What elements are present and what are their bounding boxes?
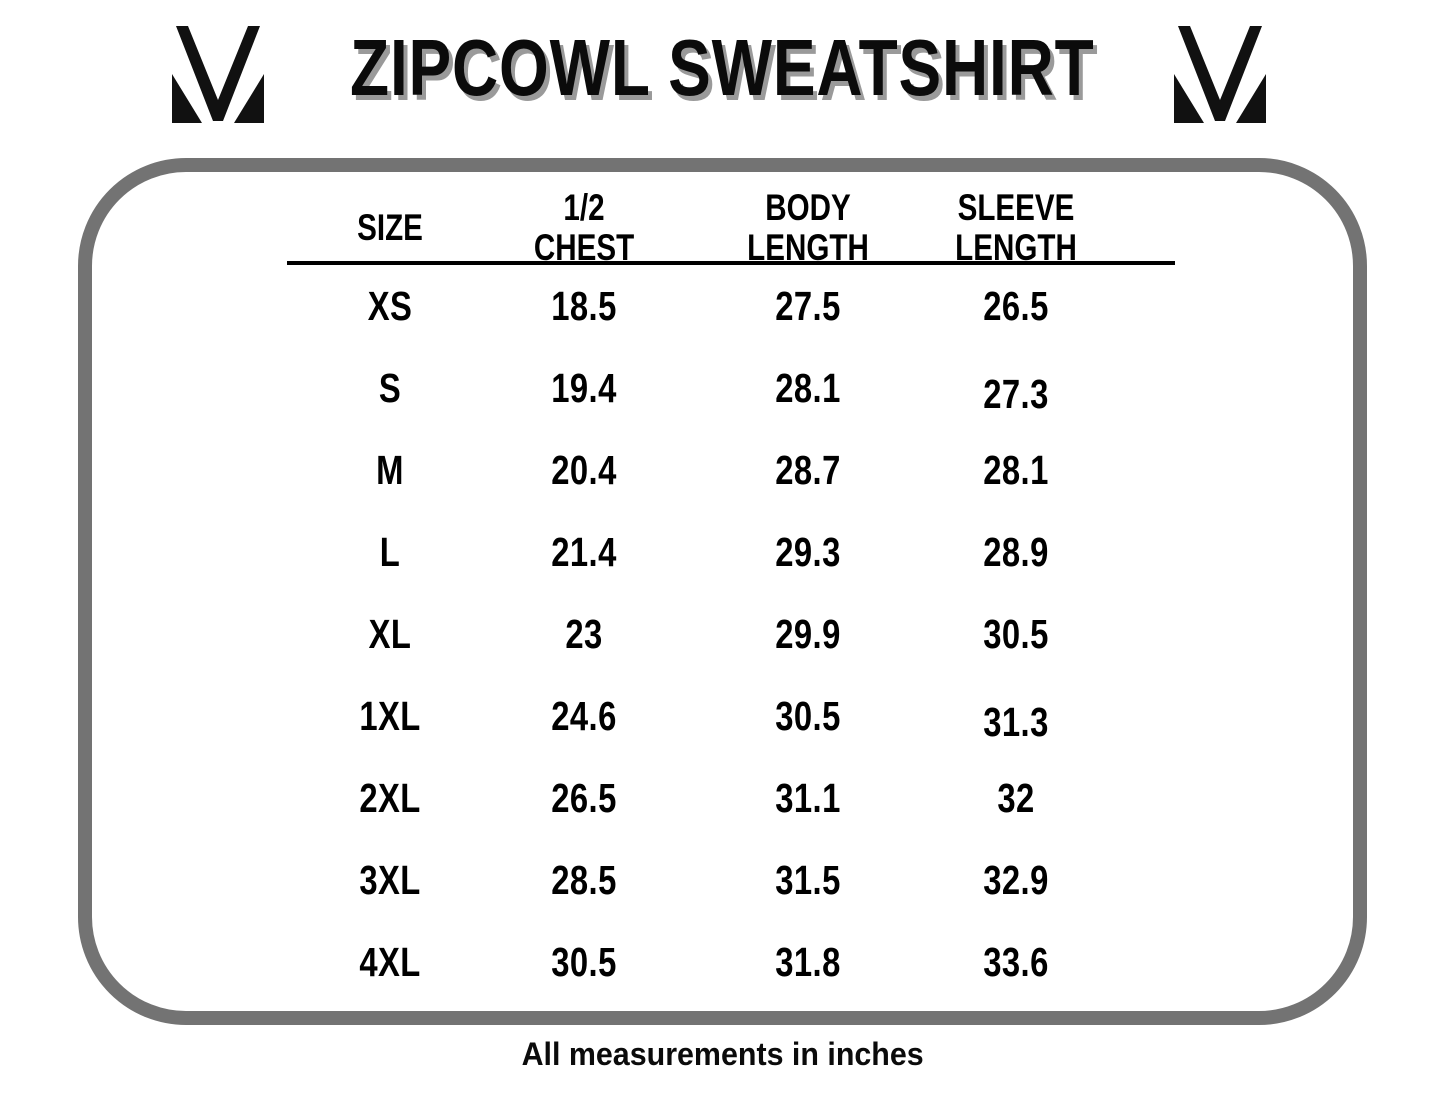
measurement-value-cell: 31.5 <box>775 856 841 903</box>
measurements-note: All measurements in inches <box>0 1036 1445 1073</box>
measurement-value-cell: 21.4 <box>551 528 617 575</box>
size-label-cell: M <box>376 446 404 493</box>
table-row: L 21.4 29.3 28.9 <box>287 511 1175 593</box>
measurement-value-cell: 24.6 <box>551 692 617 739</box>
measurement-value-cell: 27.5 <box>775 282 841 329</box>
measurement-value-cell: 27.3 <box>983 370 1049 417</box>
size-label-cell: 3XL <box>359 856 421 903</box>
brand-monogram-icon <box>168 26 268 126</box>
size-label-cell: 4XL <box>359 938 421 985</box>
measurement-value-cell: 31.8 <box>775 938 841 985</box>
measurement-value-cell: 20.4 <box>551 446 617 493</box>
size-label-cell: 1XL <box>359 692 421 739</box>
column-header-body-length: BODY LENGTH <box>747 187 869 268</box>
table-row: 2XL 26.5 31.1 32 <box>287 757 1175 839</box>
measurement-value-cell: 26.5 <box>983 282 1049 329</box>
measurement-value-cell: 18.5 <box>551 282 617 329</box>
measurement-value-cell: 28.1 <box>983 446 1049 493</box>
size-label-cell: S <box>378 364 402 411</box>
table-row: 3XL 28.5 31.5 32.9 <box>287 839 1175 921</box>
table-row: M 20.4 28.7 28.1 <box>287 429 1175 511</box>
table-row: XL 23 29.9 30.5 <box>287 593 1175 675</box>
measurement-value-cell: 30.5 <box>775 692 841 739</box>
table-header-row: SIZE 1/2 CHEST BODY LENGTH SLEEVE LENGTH <box>287 187 1175 268</box>
column-header-half-chest: 1/2 CHEST <box>533 187 635 268</box>
size-label-cell: XL <box>368 610 412 657</box>
page-title-text: ZIPCOWL SWEATSHIRT <box>350 23 1095 112</box>
column-header-sleeve-length: SLEEVE LENGTH <box>955 187 1077 268</box>
measurement-value-cell: 31.1 <box>775 774 841 821</box>
measurement-value-cell: 30.5 <box>551 938 617 985</box>
measurements-note-text: All measurements in inches <box>521 1036 924 1072</box>
measurement-value-cell: 29.9 <box>775 610 841 657</box>
table-row: S 19.4 28.1 27.3 <box>287 347 1175 429</box>
measurement-value-cell: 32.9 <box>983 856 1049 903</box>
table-body: XS 18.5 27.5 26.5 S 19.4 28.1 27.3 M 20.4 28.7 28.1… <box>287 265 1175 1003</box>
measurement-value-cell: 32 <box>997 774 1035 821</box>
table-row: 1XL 24.6 30.5 31.3 <box>287 675 1175 757</box>
size-table: SIZE 1/2 CHEST BODY LENGTH SLEEVE LENGTH… <box>287 188 1175 1003</box>
measurement-value-cell: 28.7 <box>775 446 841 493</box>
measurement-value-cell: 28.5 <box>551 856 617 903</box>
brand-monogram-icon <box>1170 26 1270 126</box>
measurement-value-cell: 29.3 <box>775 528 841 575</box>
size-label-cell: XS <box>367 282 413 329</box>
size-chart-card <box>78 158 1367 1025</box>
measurement-value-cell: 26.5 <box>551 774 617 821</box>
measurement-value-cell: 28.9 <box>983 528 1049 575</box>
size-label-cell: 2XL <box>359 774 421 821</box>
column-header-size: SIZE <box>357 206 423 248</box>
measurement-value-cell: 28.1 <box>775 364 841 411</box>
table-row: 4XL 30.5 31.8 33.6 <box>287 921 1175 1003</box>
table-row: XS 18.5 27.5 26.5 <box>287 265 1175 347</box>
measurement-value-cell: 19.4 <box>551 364 617 411</box>
measurement-value-cell: 23 <box>565 610 603 657</box>
page-title: ZIPCOWL SWEATSHIRT <box>0 22 1445 114</box>
measurement-value-cell: 31.3 <box>983 698 1049 745</box>
size-label-cell: L <box>379 528 401 575</box>
measurement-value-cell: 30.5 <box>983 610 1049 657</box>
measurement-value-cell: 33.6 <box>983 938 1049 985</box>
